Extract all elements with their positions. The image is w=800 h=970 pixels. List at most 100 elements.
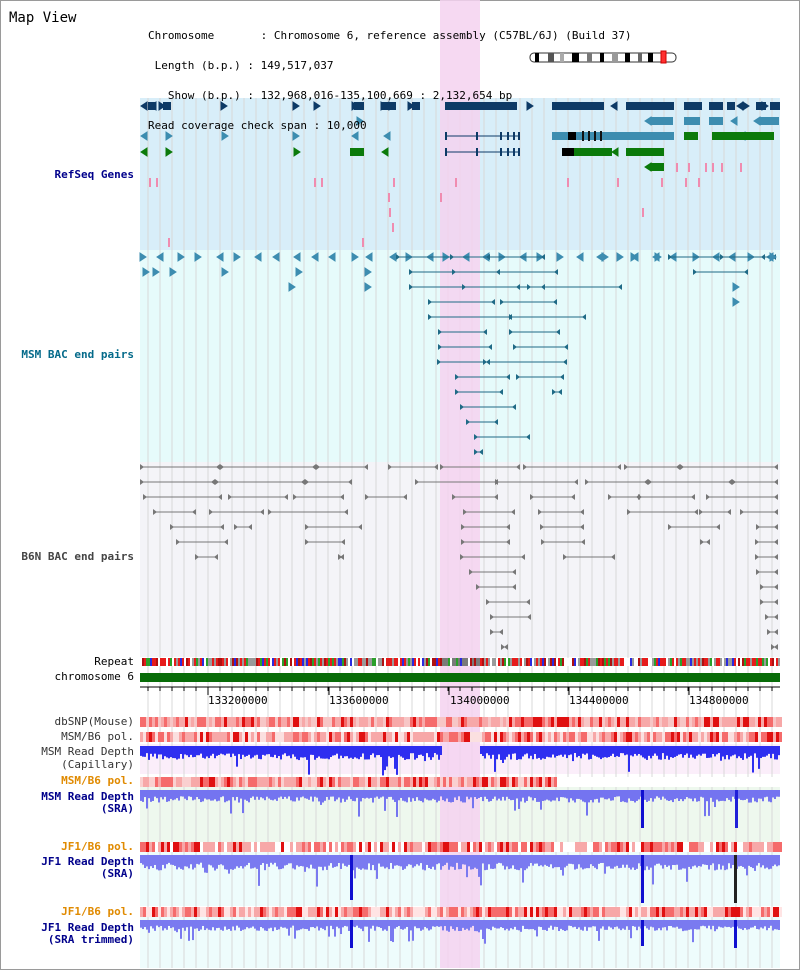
jf1-b6-pol-2-strip-cell [245, 907, 248, 917]
jf1-depth-sra-bar [618, 855, 620, 869]
jf1-depth-sra-bar [440, 855, 442, 870]
msm-depth-capillary-bar [334, 746, 336, 756]
dbsnp-strip-cell [761, 717, 764, 727]
jf1-depth-sra-bar [368, 855, 370, 864]
jf1-depth-trim-bar [552, 920, 554, 930]
msm-pair-end [558, 389, 562, 395]
track-label-refseq[interactable]: RefSeq Genes [54, 168, 134, 181]
jf1-b6-pol-strip-cell [386, 842, 389, 852]
msm-b6-pol-strip-cell [413, 732, 416, 742]
dbsnp-strip-cell [488, 717, 491, 727]
msm-depth-sra-bar [366, 790, 368, 798]
msm-b6-pol-strip-cell [269, 732, 272, 742]
b6n-pair-end [755, 539, 759, 545]
msm-b6-pol-2-strip-cell [776, 777, 779, 787]
msm-b6-pol-2-strip-cell [671, 777, 674, 787]
bac-end-arrow [169, 267, 177, 277]
msm-b6-pol-2-strip-cell [269, 777, 272, 787]
jf1-depth-sra-bar [284, 855, 286, 866]
msm-b6-pol-strip-cell [614, 732, 617, 742]
track-label-jf1-depth-trim-1[interactable]: JF1 Read Depth [41, 921, 134, 934]
repeat-element [740, 658, 742, 666]
msm-b6-pol-2-strip-cell [548, 777, 551, 787]
msm-depth-sra-bar [760, 790, 762, 799]
msm-depth-sra-bar [230, 790, 232, 814]
track-label-msm-depth-capillary-1[interactable]: MSM Read Depth [41, 745, 134, 758]
track-label-msm-b6-pol-2[interactable]: MSM/B6 pol. [61, 774, 134, 787]
msm-depth-sra-bar [508, 790, 510, 799]
dbsnp-strip-cell [602, 717, 605, 727]
b6n-pair-end [140, 479, 144, 485]
repeat-element [256, 658, 258, 666]
track-label-dbsnp[interactable]: dbSNP(Mouse) [54, 715, 134, 728]
gene-marker [712, 163, 714, 172]
track-label-msm-depth-sra-1[interactable]: MSM Read Depth [41, 790, 134, 803]
msm-depth-sra-bar [218, 790, 220, 801]
jf1-depth-trim-bar [420, 920, 422, 931]
jf1-b6-pol-2-strip-cell [146, 907, 149, 917]
repeat-element [342, 658, 344, 666]
msm-b6-pol-strip-cell [362, 732, 365, 742]
jf1-b6-pol-2-strip-cell [155, 907, 158, 917]
msm-b6-pol-strip-cell [596, 732, 599, 742]
jf1-b6-pol-2-strip-cell [626, 907, 629, 917]
track-label-jf1-b6-pol-2[interactable]: JF1/B6 pol. [61, 905, 134, 918]
b6n-pair-end [214, 554, 218, 560]
gene-exon-block [651, 163, 664, 171]
msm-b6-pol-strip-cell [530, 732, 533, 742]
track-label-msm-bac[interactable]: MSM BAC end pairs [21, 348, 134, 361]
repeat-element [706, 658, 708, 666]
repeat-element [390, 658, 392, 666]
b6n-pair-end [228, 494, 232, 500]
jf1-depth-sra-bar [186, 855, 188, 867]
jf1-b6-pol-strip-cell [608, 842, 611, 852]
jf1-depth-sra-bar [408, 855, 410, 865]
track-label-b6n-bac[interactable]: B6N BAC end pairs [21, 550, 134, 563]
jf1-b6-pol-strip-cell [728, 842, 731, 852]
jf1-b6-pol-strip-cell [569, 842, 572, 852]
jf1-b6-pol-strip-cell [485, 842, 488, 852]
repeat-element [580, 658, 582, 666]
dbsnp-strip-cell [644, 717, 647, 727]
jf1-depth-sra-bar [176, 855, 178, 870]
repeat-element [160, 658, 162, 666]
jf1-b6-pol-strip-cell [203, 842, 206, 852]
jf1-b6-pol-2-strip-cell [206, 907, 209, 917]
b6n-pair-end [348, 479, 352, 485]
b6n-pair-end [495, 479, 499, 485]
msm-b6-pol-strip-cell [206, 732, 209, 742]
msm-depth-sra-bar [206, 790, 208, 800]
jf1-depth-trim-bar [458, 920, 460, 932]
jf1-b6-pol-2-strip-cell [677, 907, 680, 917]
msm-depth-sra-bar [344, 790, 346, 802]
msm-depth-capillary-bar [674, 746, 676, 757]
msm-depth-sra-bar [456, 790, 458, 801]
jf1-depth-trim-bar [594, 920, 596, 927]
dbsnp-strip-cell [617, 717, 620, 727]
dbsnp-strip-cell [530, 717, 533, 727]
jf1-depth-sra-bar [430, 855, 432, 870]
jf1-depth-trim-bar [644, 920, 646, 927]
msm-depth-sra-bar [664, 790, 666, 799]
track-label-msm-b6-pol[interactable]: MSM/B6 pol. [61, 730, 134, 743]
jf1-b6-pol-strip-cell [167, 842, 170, 852]
track-label-repeat[interactable]: Repeat [94, 655, 134, 668]
jf1-depth-trim-bar [574, 920, 576, 927]
track-label-jf1-depth-sra-1[interactable]: JF1 Read Depth [41, 855, 134, 868]
jf1-b6-pol-2-strip-cell [221, 907, 224, 917]
jf1-depth-sra-bar [434, 855, 436, 870]
jf1-b6-pol-strip-cell [257, 842, 260, 852]
jf1-depth-trim-bar [440, 920, 442, 927]
jf1-depth-trim-bar [328, 920, 330, 937]
track-label-chromosome[interactable]: chromosome 6 [54, 670, 134, 683]
msm-depth-capillary-bar [306, 746, 308, 760]
msm-b6-pol-2-strip-cell [353, 777, 356, 787]
msm-depth-capillary-bar [398, 746, 400, 755]
jf1-depth-sra-bar [254, 855, 256, 868]
jf1-b6-pol-2-strip-cell [740, 907, 743, 917]
jf1-b6-pol-strip-cell [503, 842, 506, 852]
dbsnp-strip-cell [590, 717, 593, 727]
msm-b6-pol-strip-cell [320, 732, 323, 742]
track-label-jf1-b6-pol[interactable]: JF1/B6 pol. [61, 840, 134, 853]
